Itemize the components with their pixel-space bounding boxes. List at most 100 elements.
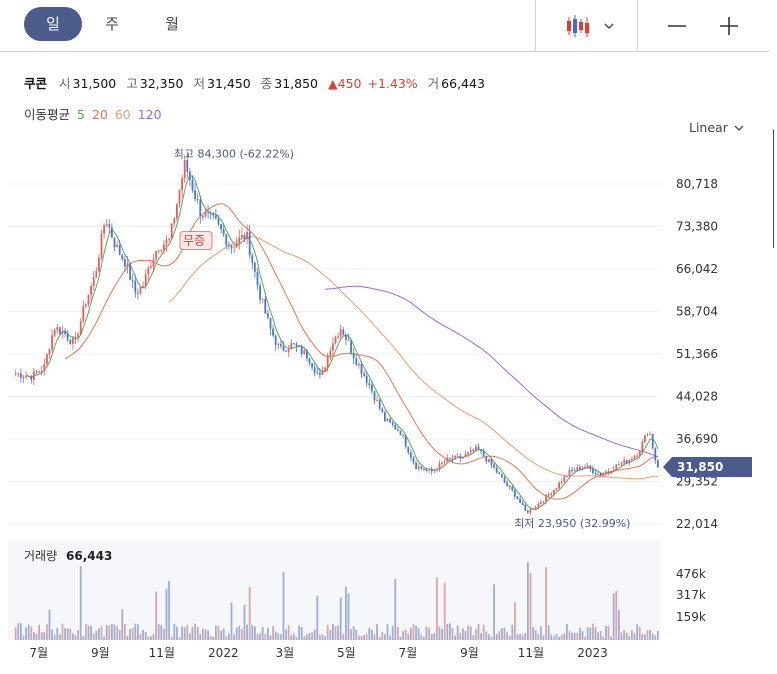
candle-body: [433, 469, 436, 472]
volume-bar: [451, 627, 454, 640]
candle-body: [409, 452, 412, 458]
candle-body: [121, 254, 124, 260]
volume-bar: [48, 609, 51, 640]
volume-bar: [251, 625, 254, 640]
candle-body: [347, 339, 350, 341]
candle-body: [149, 266, 152, 268]
candle-body: [233, 247, 235, 249]
volume-bar: [38, 624, 40, 640]
candle-body: [66, 333, 69, 340]
candle-body: [487, 459, 490, 462]
tab-day[interactable]: 일: [24, 7, 82, 41]
volume-bar: [45, 624, 48, 640]
volume-bar: [625, 632, 628, 640]
volume-bar: [217, 625, 220, 640]
candle-body: [38, 371, 40, 373]
low-annotation: 최저 23,950 (32.99%): [514, 517, 630, 530]
candle-body: [425, 469, 428, 471]
volume-bar: [199, 633, 202, 640]
candle-body: [524, 504, 527, 511]
candle-body: [591, 468, 594, 474]
x-tick-label: 7월: [29, 646, 48, 660]
volume-bar: [537, 634, 540, 640]
tab-week[interactable]: 주: [105, 15, 119, 33]
candle-body: [503, 477, 506, 483]
candle-body: [630, 458, 633, 461]
volume-bar: [209, 635, 212, 640]
candle-body: [620, 463, 623, 465]
volume-bar: [204, 629, 207, 640]
candle-body: [363, 373, 365, 376]
volume-bar: [14, 626, 17, 640]
candle-body: [607, 471, 610, 473]
chart-type-button[interactable]: [545, 0, 625, 52]
volume-bar: [272, 626, 274, 640]
volume-bar: [422, 636, 425, 640]
candle-body: [529, 508, 532, 513]
volume-bar: [412, 624, 415, 640]
volume-bar: [56, 627, 59, 640]
volume-bar: [498, 631, 501, 640]
tab-month[interactable]: 월: [165, 15, 179, 33]
candle-body: [32, 371, 35, 380]
volume-label: 거: [427, 76, 440, 91]
candle-body: [316, 372, 319, 374]
volume-bar: [493, 584, 495, 640]
volume-bar: [308, 633, 311, 640]
volume-tick-label: 476k: [676, 567, 706, 581]
y-tick-label: 51,366: [676, 347, 718, 361]
candle-body: [402, 434, 404, 436]
volume-bar: [214, 625, 217, 640]
volume-bar: [186, 624, 189, 640]
candle-body: [589, 465, 592, 469]
moving-average-legend[interactable]: 이동평균 5 20 60 120: [24, 104, 162, 123]
volume-bar: [225, 636, 228, 640]
ma5-line: [26, 175, 659, 511]
candle-body: [71, 338, 74, 344]
volume-value: 66,443: [441, 76, 485, 91]
volume-bar: [316, 595, 319, 640]
candle-body: [446, 457, 449, 462]
candle-body: [368, 383, 371, 385]
candle-body: [493, 464, 495, 468]
candle-body: [69, 339, 72, 344]
candle-body: [646, 434, 649, 436]
volume-bar: [305, 634, 308, 640]
candle-body: [248, 231, 251, 256]
volume-bar: [503, 627, 506, 640]
candle-body: [355, 358, 358, 365]
volume-bar: [560, 634, 563, 640]
volume-bar: [443, 582, 446, 640]
zoom-in-button[interactable]: [712, 0, 746, 52]
candle-body: [269, 317, 272, 329]
volume-bar: [482, 624, 485, 640]
candle-body: [230, 245, 233, 248]
candle-body: [173, 218, 176, 224]
volume-bar: [318, 634, 321, 640]
candle-body: [225, 234, 228, 246]
price-chart[interactable]: 80,718 73,380 66,042 58,704 51,366 44,028 36,6…: [0, 140, 777, 674]
candle-body: [604, 471, 607, 474]
volume-bar: [474, 628, 477, 640]
volume-bar: [604, 625, 607, 640]
y-tick-label: 80,718: [676, 177, 718, 191]
close-value: 31,850: [274, 76, 319, 91]
volume-bar: [334, 626, 337, 640]
volume-panel: [8, 540, 660, 640]
candle-body: [441, 462, 443, 464]
volume-bar: [311, 632, 313, 640]
volume-bar: [490, 636, 493, 640]
candle-body: [334, 337, 337, 344]
volume-bar: [298, 625, 300, 640]
scale-selector[interactable]: Linear: [689, 120, 744, 135]
candle-body: [394, 424, 397, 430]
volume-bar: [441, 628, 443, 640]
volume-bar: [651, 633, 654, 640]
volume-bar: [227, 633, 230, 640]
candle-body: [352, 352, 355, 359]
zoom-out-button[interactable]: [660, 0, 694, 52]
volume-bar: [233, 634, 235, 640]
volume-bar: [152, 634, 155, 640]
volume-bar: [542, 635, 545, 640]
volume-bar: [521, 634, 524, 640]
